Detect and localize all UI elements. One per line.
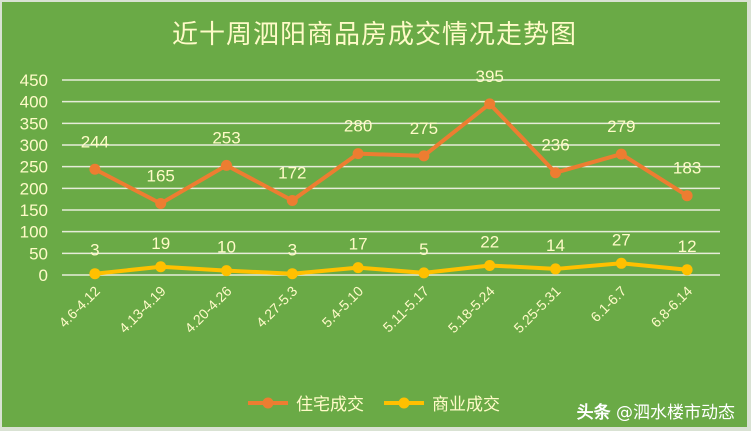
data-label: 27 [612, 230, 631, 249]
series-line [93, 101, 689, 206]
data-label: 279 [607, 117, 635, 136]
legend-marker [398, 397, 410, 409]
data-label: 236 [541, 136, 569, 155]
y-tick-label: 450 [20, 71, 48, 90]
data-label: 275 [410, 119, 438, 138]
data-point[interactable] [286, 268, 298, 280]
data-label: 22 [480, 232, 499, 251]
data-point[interactable] [484, 259, 496, 271]
data-point[interactable] [221, 159, 232, 171]
data-label: 12 [678, 237, 697, 256]
data-point[interactable] [615, 257, 627, 269]
x-tick-label: 6.8-6.14 [648, 283, 696, 331]
y-tick-label: 200 [20, 179, 48, 198]
data-label: 244 [81, 132, 109, 151]
data-label: 280 [344, 117, 372, 136]
data-point[interactable] [615, 148, 627, 160]
data-label: 5 [419, 240, 428, 259]
data-point[interactable] [418, 267, 430, 279]
data-label: 165 [147, 167, 175, 186]
x-tick-label: 5.11-5.17 [380, 283, 433, 336]
x-tick-label: 4.20-4.26 [181, 283, 234, 336]
data-point[interactable] [681, 264, 693, 276]
y-tick-label: 150 [20, 201, 48, 220]
data-point[interactable] [550, 167, 561, 179]
data-label: 3 [90, 241, 99, 260]
data-point[interactable] [352, 262, 364, 274]
series-line [94, 261, 688, 276]
data-label: 14 [546, 236, 565, 255]
x-tick-label: 4.6-4.12 [55, 283, 103, 331]
watermark: 头条 @泗水楼市动态 [577, 398, 735, 423]
data-point[interactable] [221, 265, 232, 277]
y-tick-label: 250 [20, 158, 48, 177]
data-point[interactable] [418, 150, 430, 162]
x-tick-label: 5.25-5.31 [510, 283, 563, 336]
x-tick-label: 5.4-5.10 [319, 283, 367, 331]
data-point[interactable] [89, 268, 101, 280]
y-tick-label: 300 [20, 136, 48, 155]
data-point[interactable] [155, 261, 167, 273]
data-point[interactable] [484, 98, 496, 110]
y-tick-label: 0 [39, 266, 48, 285]
y-tick-label: 50 [29, 244, 48, 263]
data-label: 3 [288, 241, 297, 260]
y-tick-label: 100 [20, 223, 48, 242]
data-label: 183 [673, 159, 701, 178]
watermark-handle: @泗水楼市动态 [616, 403, 735, 423]
y-tick-label: 400 [20, 93, 48, 112]
data-point[interactable] [550, 263, 561, 275]
data-point[interactable] [155, 198, 167, 209]
x-tick-label: 6.1-6.7 [587, 283, 629, 325]
data-label: 253 [212, 128, 240, 147]
data-point[interactable] [89, 163, 101, 175]
data-point[interactable] [286, 194, 298, 206]
y-tick-label: 350 [20, 114, 48, 133]
legend-label[interactable]: 住宅成交 [296, 395, 364, 415]
line-chart: 0 50 100 150 200 250 300 350 400 450 4.6-4.12 4.13-… [20, 67, 720, 415]
data-label: 19 [151, 234, 170, 253]
data-point[interactable] [352, 148, 364, 160]
chart-title: 近十周泗阳商品房成交情况走势图 [171, 20, 577, 50]
legend-marker [262, 397, 274, 409]
legend-label[interactable]: 商业成交 [432, 395, 500, 415]
x-tick-label: 5.18-5.24 [445, 283, 498, 336]
data-label: 172 [278, 163, 306, 182]
data-label: 10 [217, 238, 236, 257]
data-label: 17 [349, 235, 368, 254]
data-label: 395 [476, 67, 504, 86]
x-tick-label: 4.27-5.3 [253, 283, 301, 331]
watermark-prefix: 头条 [576, 403, 611, 423]
data-point[interactable] [681, 190, 693, 202]
x-tick-label: 4.13-4.19 [116, 283, 169, 336]
chart-frame: 近十周泗阳商品房成交情况走势图 0 50 100 150 200 250 300 350 400… [2, 2, 747, 427]
